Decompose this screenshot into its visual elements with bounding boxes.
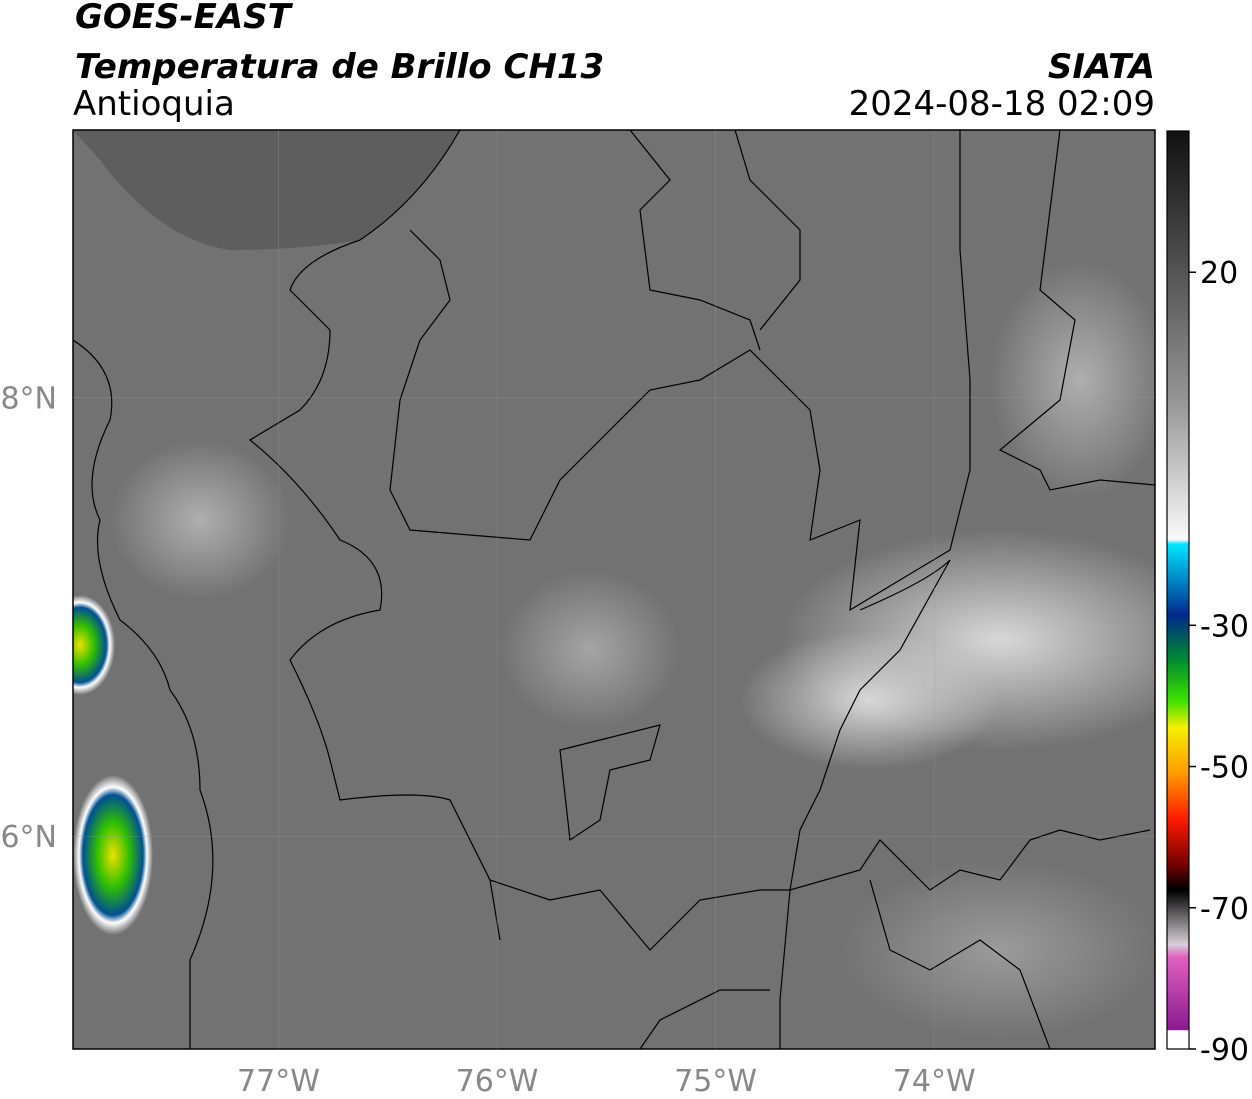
colorbar-tick-label: -50 xyxy=(1200,751,1249,786)
title: GOES-EAST xyxy=(75,0,294,37)
source: SIATA xyxy=(1048,47,1155,87)
colorbar xyxy=(1166,130,1190,1050)
colorbar-tick-label: -30 xyxy=(1200,609,1249,644)
lon-tick-label: 75°W xyxy=(674,1064,757,1099)
lat-tick-label: 6°N xyxy=(0,820,57,855)
lon-tick-label: 74°W xyxy=(893,1064,976,1099)
lon-tick-label: 76°W xyxy=(456,1064,539,1099)
region: Antioquia xyxy=(73,84,235,124)
lon-tick-label: 77°W xyxy=(237,1064,320,1099)
datetime: 2024-08-18 02:09 xyxy=(849,84,1155,124)
colorbar-tick-label: -90 xyxy=(1200,1033,1249,1068)
lat-tick-label: 8°N xyxy=(0,382,57,417)
map-frame xyxy=(72,129,1156,1050)
colorbar-tick-label: -70 xyxy=(1200,892,1249,927)
subtitle: Temperatura de Brillo CH13 xyxy=(75,47,604,87)
colorbar-tick-label: 20 xyxy=(1200,256,1238,291)
map-image xyxy=(73,130,1155,1049)
